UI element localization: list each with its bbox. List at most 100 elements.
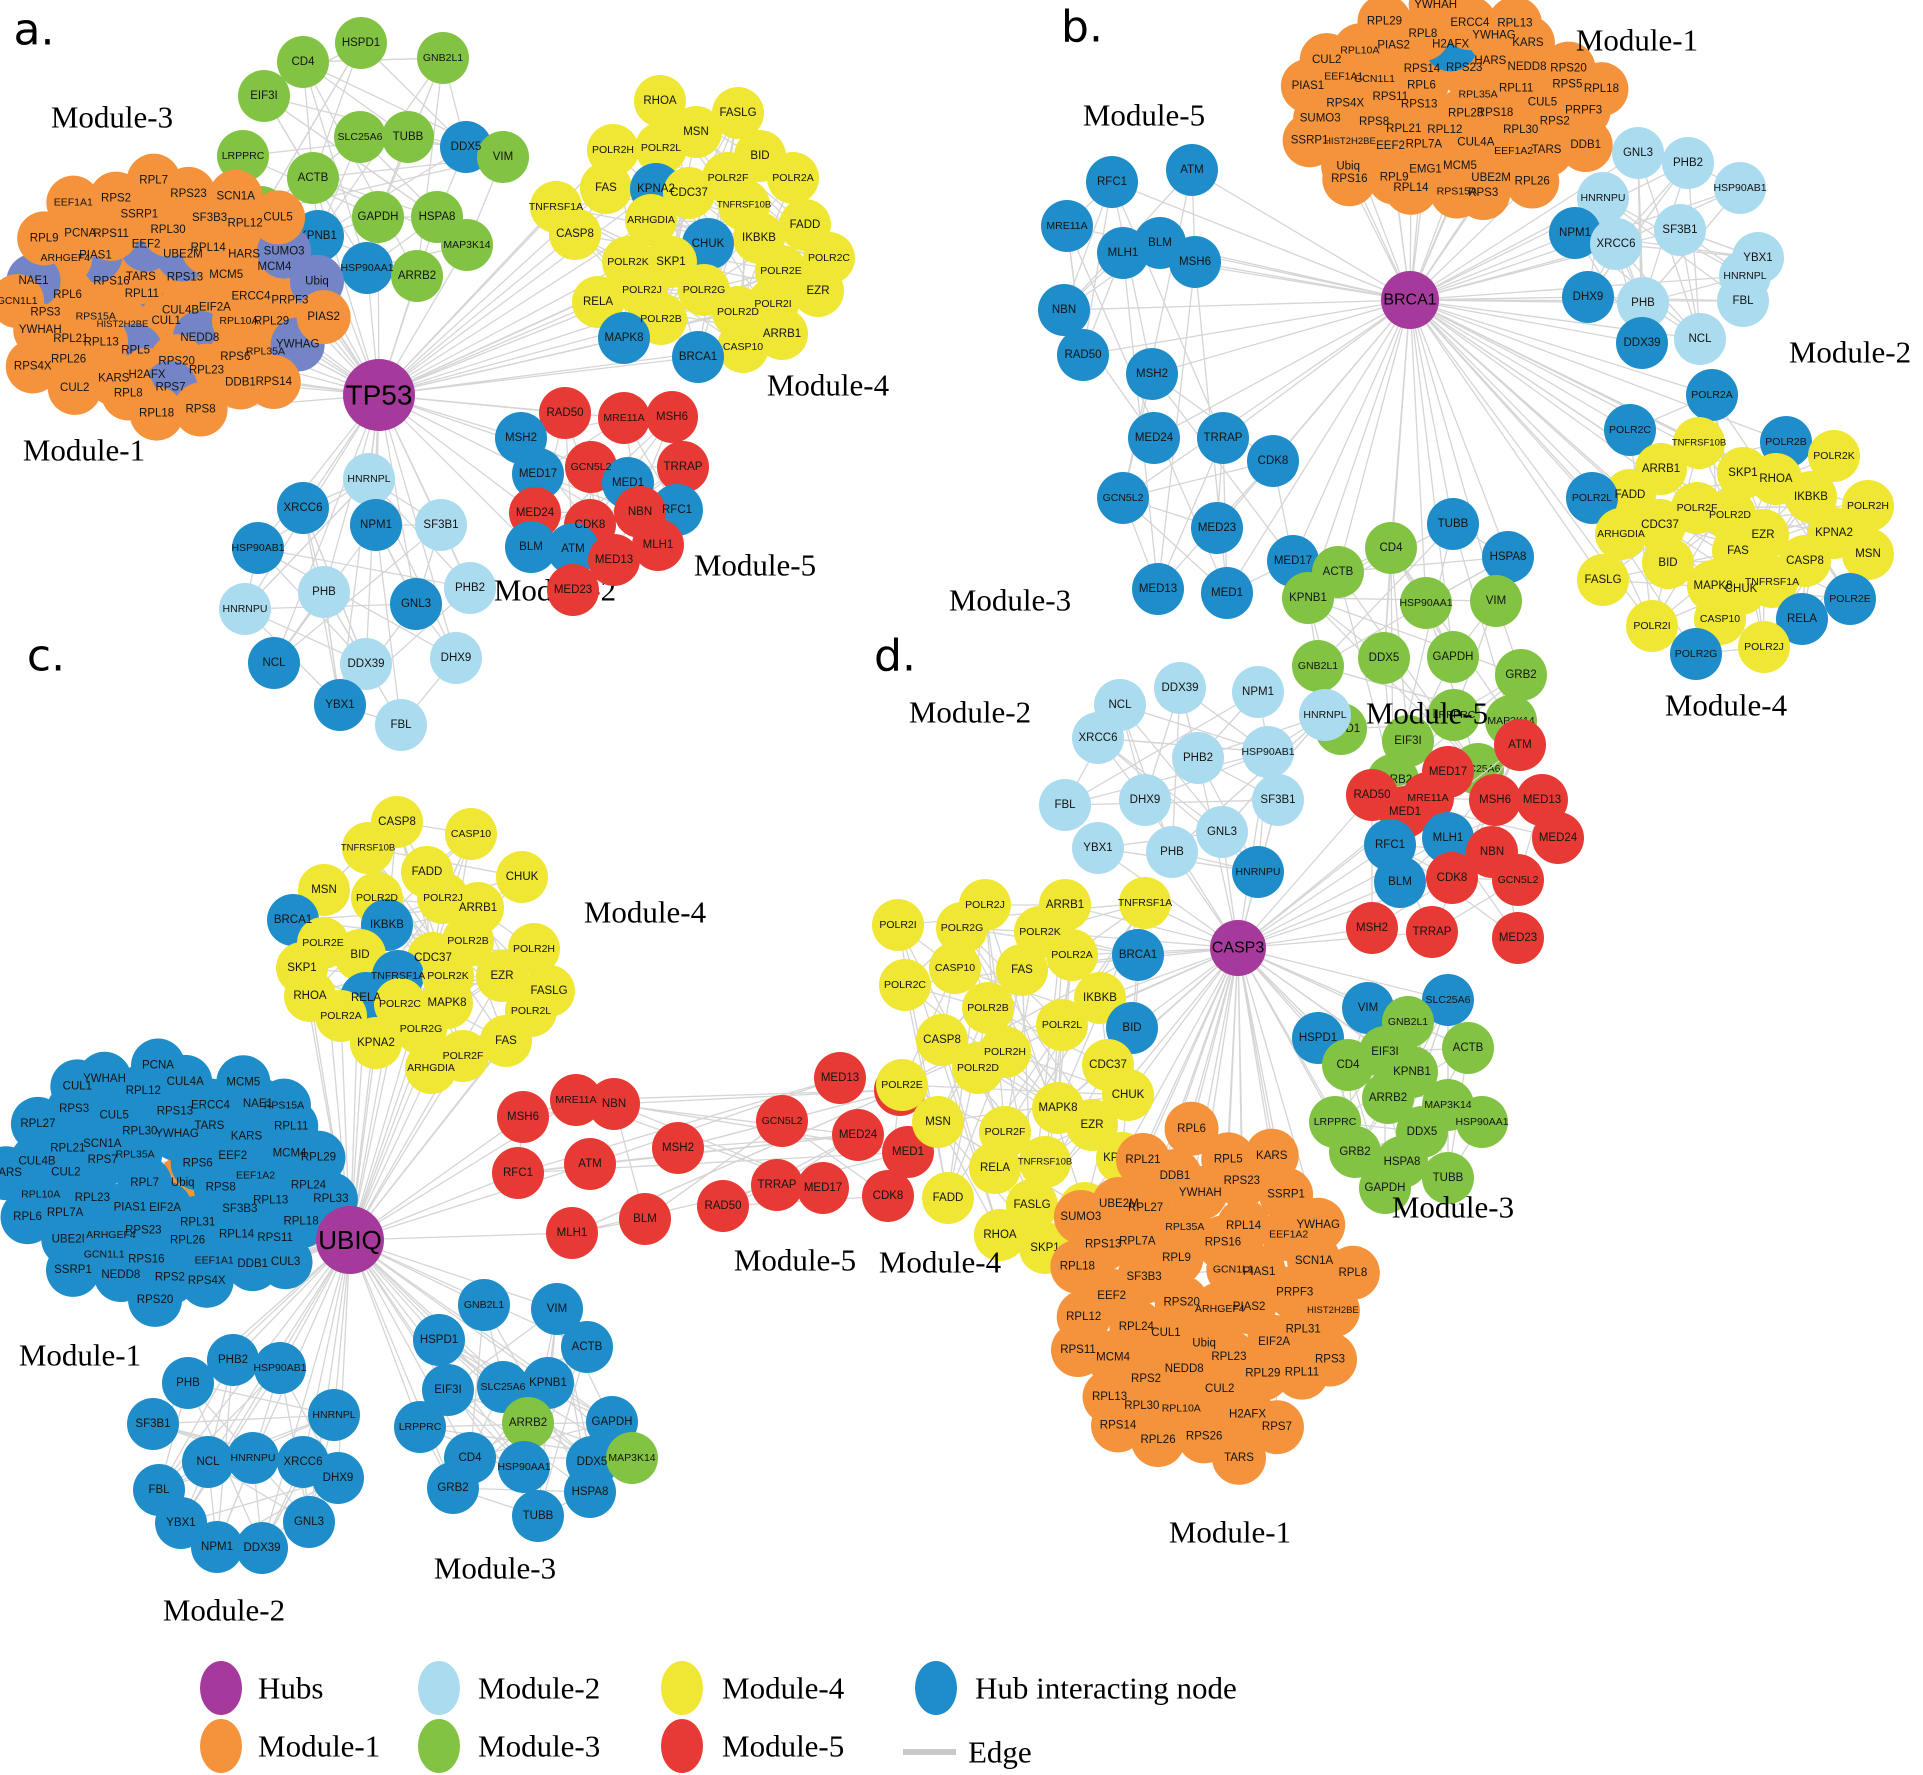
module-label-c-Module-5: Module-5 — [734, 1243, 856, 1278]
node-label: DDX5 — [451, 141, 482, 153]
node-label: ARHGEF4 — [41, 252, 91, 264]
node-label: HSPA8 — [419, 211, 456, 223]
node-label: ARRB1 — [459, 902, 497, 914]
node-label: DDX5 — [577, 1456, 608, 1468]
node-label: EEF2 — [132, 239, 161, 251]
node-label: NEDD8 — [180, 332, 219, 344]
node-label: PIAS2 — [1377, 40, 1410, 52]
node-CDK8 — [862, 1170, 914, 1222]
node-label: POLR2C — [379, 998, 421, 1010]
node-label: FADD — [933, 1192, 964, 1204]
node-label: RPL23 — [1448, 108, 1483, 120]
node-label: MRE11A — [1407, 792, 1448, 804]
node-label: CDC37 — [670, 187, 708, 199]
edge — [302, 61, 319, 237]
node-NBN — [588, 1078, 640, 1130]
node-label: EZR — [491, 970, 514, 982]
node-label: ARHGDIA — [1597, 528, 1645, 540]
node-label: TARS — [194, 1120, 224, 1132]
node-label: BRCA1 — [274, 914, 312, 926]
node-label: KARS — [1256, 1150, 1288, 1162]
node-EEF1A1 — [46, 175, 101, 230]
node-label: HNRNPL — [347, 473, 390, 485]
node-label: FBL — [148, 1484, 170, 1496]
node-POLR2L — [1566, 472, 1618, 524]
node-label: RPL21 — [50, 1142, 85, 1154]
node-label: MSN — [925, 1116, 951, 1128]
node-label: GRB2 — [437, 1482, 468, 1494]
node-DDX39 — [236, 1522, 288, 1574]
node-EZR — [476, 950, 528, 1002]
node-label: GNL3 — [1207, 826, 1237, 838]
node-label: TRRAP — [664, 461, 703, 473]
edge — [1409, 232, 1576, 301]
node-label: MED1 — [1389, 806, 1421, 818]
node-label: RPS11 — [257, 1232, 293, 1244]
node-label: CUL2 — [1312, 54, 1341, 66]
node-EIF3I — [1382, 715, 1434, 767]
node-label: H2AFX — [1432, 38, 1469, 50]
node-label: PRPF3 — [1276, 1287, 1313, 1299]
node-label: POLR2E — [302, 937, 343, 949]
node-label: SF3B3 — [1127, 1271, 1162, 1283]
node-label: GNB2L1 — [423, 52, 463, 64]
node-VIM — [531, 1283, 583, 1335]
node-GNB2L1 — [1292, 640, 1344, 692]
node-label: IKBKB — [370, 919, 404, 931]
node-MRE11A — [1041, 200, 1093, 252]
node-MAPK8 — [598, 312, 650, 364]
node-PHB2 — [444, 562, 496, 614]
node-label: GCN5L2 — [762, 1115, 803, 1127]
node-TNFRSF10B — [1019, 1136, 1071, 1188]
node-GAPDH — [352, 191, 404, 243]
node-HSPD1 — [335, 17, 387, 69]
node-label: RPS23 — [170, 188, 206, 200]
node-YWHAH — [1408, 0, 1463, 32]
node-DHX9 — [1562, 271, 1614, 323]
node-label: RPL14 — [1393, 182, 1429, 194]
node-label: GAPDH — [1365, 1182, 1406, 1194]
node-label: MED13 — [1139, 583, 1177, 595]
node-RFC1 — [492, 1147, 544, 1199]
node-label: KARS — [1512, 37, 1544, 49]
node-PHB — [162, 1357, 214, 1409]
edge — [349, 1239, 558, 1310]
node-label: NBN — [1052, 304, 1076, 316]
node-label: BRCA1 — [679, 351, 717, 363]
node-label: RPS2 — [1540, 115, 1570, 127]
node-label: HNRNPL — [1303, 709, 1346, 721]
node-label: MED24 — [516, 507, 555, 519]
module-label-a-Module-3: Module-3 — [51, 100, 173, 135]
node-label: RPL23 — [1211, 1351, 1246, 1363]
node-label: EEF1A2 — [1494, 145, 1533, 157]
node-label: RPL7 — [139, 175, 168, 187]
node-label: POLR2D — [717, 306, 759, 318]
module-label-c-Module-3: Module-3 — [434, 1551, 556, 1586]
node-label: YBX1 — [325, 699, 354, 711]
node-label: POLR2B — [640, 313, 681, 325]
node-TUBB — [512, 1490, 564, 1542]
node-BRCA1 — [672, 331, 724, 383]
node-ATM — [547, 523, 599, 575]
node-label: RPL29 — [301, 1152, 336, 1164]
node-label: RPL35A — [1459, 89, 1498, 101]
node-label: ARRB1 — [1642, 463, 1680, 475]
node-label: MCM5 — [226, 1076, 260, 1088]
node-label: POLR2I — [754, 298, 791, 310]
node-label: PHB — [176, 1377, 200, 1389]
node-label: GNL3 — [1623, 147, 1653, 159]
node-label: EIF2A — [199, 301, 231, 313]
node-label: RPS13 — [157, 1106, 193, 1118]
node-MED17 — [797, 1162, 849, 1214]
node-BRCA1 — [1112, 929, 1164, 981]
node-MED24 — [1532, 812, 1584, 864]
node-label: RPL13 — [1092, 1391, 1127, 1403]
node-label: HNRNPU — [1581, 192, 1626, 204]
node-label: CD4 — [458, 1452, 482, 1464]
node-label: PIAS1 — [114, 1201, 147, 1213]
node-SSRP1 — [1282, 113, 1337, 168]
node-label: CD4 — [1336, 1059, 1360, 1071]
node-YBX1 — [314, 679, 366, 731]
node-label: RPL12 — [1427, 124, 1462, 136]
edge — [349, 1232, 573, 1241]
